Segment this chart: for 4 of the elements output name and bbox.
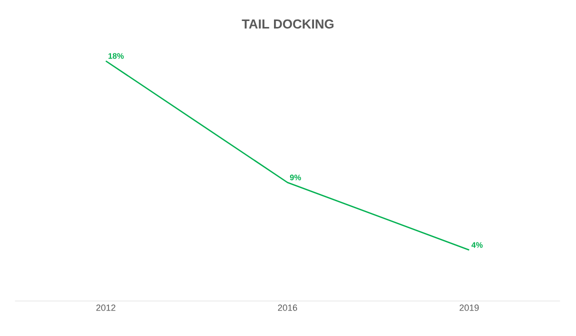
x-tick-label: 2019 bbox=[460, 304, 479, 311]
chart-title: TAIL DOCKING bbox=[242, 19, 334, 29]
x-tick-label: 2012 bbox=[96, 304, 116, 311]
x-tick-label: 2016 bbox=[278, 304, 298, 311]
